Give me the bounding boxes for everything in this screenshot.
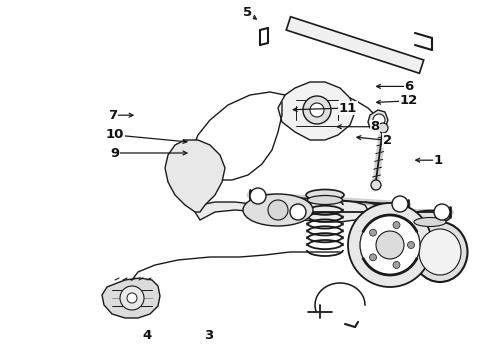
Text: 4: 4 [143,329,151,342]
Ellipse shape [414,217,446,226]
Text: 11: 11 [339,102,357,114]
Circle shape [408,242,415,248]
Circle shape [378,123,388,133]
Circle shape [373,114,385,126]
Ellipse shape [419,229,461,275]
Text: 6: 6 [405,80,414,93]
Text: 3: 3 [204,329,213,342]
Text: 8: 8 [370,120,379,133]
Ellipse shape [306,189,344,201]
Circle shape [371,180,381,190]
Circle shape [310,103,324,117]
Polygon shape [102,278,160,318]
Ellipse shape [410,211,450,224]
Ellipse shape [413,222,467,282]
Circle shape [434,204,450,220]
Text: 1: 1 [434,154,443,167]
Text: 5: 5 [243,6,252,19]
Circle shape [268,200,288,220]
Polygon shape [195,200,368,222]
Polygon shape [368,110,388,132]
Circle shape [303,96,331,124]
Circle shape [376,231,404,259]
Circle shape [360,215,420,275]
Circle shape [369,229,376,236]
Circle shape [393,261,400,269]
Circle shape [369,254,376,261]
Text: 9: 9 [111,147,120,159]
FancyBboxPatch shape [286,17,424,73]
Circle shape [127,293,137,303]
Circle shape [392,196,408,212]
Ellipse shape [308,195,343,204]
Ellipse shape [243,194,313,226]
Circle shape [290,204,306,220]
Text: 12: 12 [400,94,418,107]
Polygon shape [165,140,225,212]
Text: 2: 2 [383,134,392,147]
Text: 7: 7 [108,109,117,122]
Circle shape [348,203,432,287]
Circle shape [250,188,266,204]
Polygon shape [278,82,355,140]
Circle shape [393,221,400,229]
Circle shape [120,286,144,310]
Text: 10: 10 [106,129,124,141]
